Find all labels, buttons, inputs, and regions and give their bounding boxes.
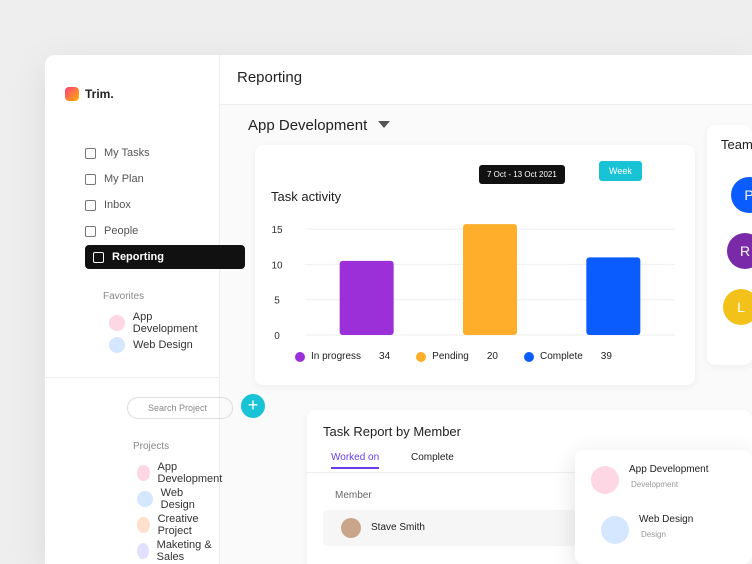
task-activity-card: Task activity 7 Oct - 13 Oct 2021 Week 0…	[255, 145, 695, 385]
nav-item[interactable]: People	[85, 225, 138, 237]
search-input[interactable]: Search Project	[127, 397, 233, 419]
legend-item: Pending 20	[416, 351, 498, 362]
team-activity-card: Team activity P R L	[707, 125, 752, 365]
project[interactable]: App Development	[137, 461, 226, 485]
project[interactable]: Maketing & Sales	[137, 539, 219, 563]
bar	[586, 257, 641, 335]
favorite[interactable]: Web Design	[109, 337, 193, 353]
legend-swatch	[295, 351, 305, 362]
legend: In progress 34 Pending 20 Complete 39	[295, 351, 612, 362]
option-name[interactable]: App Development	[629, 464, 709, 475]
nav-item[interactable]: Inbox	[85, 199, 131, 211]
nav-item[interactable]: My Plan	[85, 173, 144, 185]
project-label: Creative Project	[157, 513, 199, 537]
caret	[378, 121, 390, 128]
favorite[interactable]: App Development	[109, 311, 219, 335]
nav-label: Reporting	[112, 251, 164, 263]
y-tick-label: 0	[274, 331, 280, 342]
avatar: R	[727, 233, 752, 269]
card-title: Task Report by Member	[323, 424, 461, 439]
y-tick-label: 10	[271, 260, 283, 271]
tab[interactable]: Complete	[411, 452, 454, 463]
project-icon	[601, 516, 629, 544]
option-sub: Development	[631, 480, 679, 489]
card-title: Task activity	[271, 189, 342, 204]
tab-active[interactable]: Worked on	[331, 452, 380, 469]
legend-count: 39	[600, 351, 612, 362]
favorite-label: App Development	[132, 311, 198, 335]
bar	[339, 260, 394, 335]
legend-item: Complete 39	[523, 351, 612, 362]
page-title: Reporting	[237, 69, 303, 86]
project-label: App Development	[157, 461, 223, 485]
project[interactable]: Creative Project	[137, 513, 219, 537]
date-range[interactable]: 7 Oct - 13 Oct 2021	[479, 165, 565, 184]
project-icon	[591, 466, 619, 494]
divider	[307, 472, 752, 473]
member-name: Stave Smith	[371, 522, 425, 533]
brand: Trim.	[85, 87, 114, 101]
period-button[interactable]: Week	[599, 161, 642, 181]
nav-label: My Plan	[104, 173, 144, 185]
legend-item: In progress 34	[295, 351, 390, 362]
nav-label: People	[104, 225, 139, 237]
top-bar	[220, 55, 752, 105]
project-label: Web Design	[160, 487, 195, 511]
column-header: Member	[335, 490, 372, 501]
section-title: Favorites	[103, 291, 145, 302]
project-dropdown: App Development Development Web Design D…	[575, 450, 752, 564]
bar-chart: 0 5 10 15	[271, 224, 675, 342]
legend-label: In progress	[311, 351, 362, 362]
legend-swatch	[416, 351, 427, 362]
nav-label: My Tasks	[104, 147, 150, 159]
legend-count: 20	[486, 351, 498, 362]
section-title: Projects	[133, 441, 170, 452]
nav-item[interactable]: My Tasks	[85, 147, 150, 159]
option-name[interactable]: Web Design	[639, 514, 694, 525]
avatar: P	[731, 177, 752, 213]
y-tick-label: 15	[271, 225, 283, 236]
legend-label: Pending	[432, 351, 469, 362]
nav-item-active[interactable]: Reporting	[85, 245, 245, 269]
legend-label: Complete	[539, 351, 583, 362]
project-label: Maketing & Sales	[156, 539, 212, 563]
bar	[463, 224, 517, 335]
add-button[interactable]: +	[241, 394, 265, 418]
member-photo	[341, 518, 361, 538]
avatar: L	[723, 289, 752, 325]
favorite-label: Web Design	[133, 339, 193, 351]
project[interactable]: Web Design	[137, 487, 219, 511]
option-sub: Design	[641, 530, 666, 539]
app-window: Trim. My Tasks My Plan Inbox People Repo…	[45, 55, 752, 564]
y-tick-label: 5	[274, 296, 280, 307]
project-title[interactable]: App Development	[248, 117, 368, 134]
card-title: Team activity	[721, 137, 752, 152]
sidebar: Trim. My Tasks My Plan Inbox People Repo…	[45, 55, 265, 564]
nav-label: Inbox	[104, 199, 131, 211]
member-row[interactable]	[323, 510, 583, 546]
logo	[65, 87, 79, 101]
legend-swatch	[523, 351, 534, 362]
divider	[45, 377, 220, 378]
legend-count: 34	[379, 351, 391, 362]
